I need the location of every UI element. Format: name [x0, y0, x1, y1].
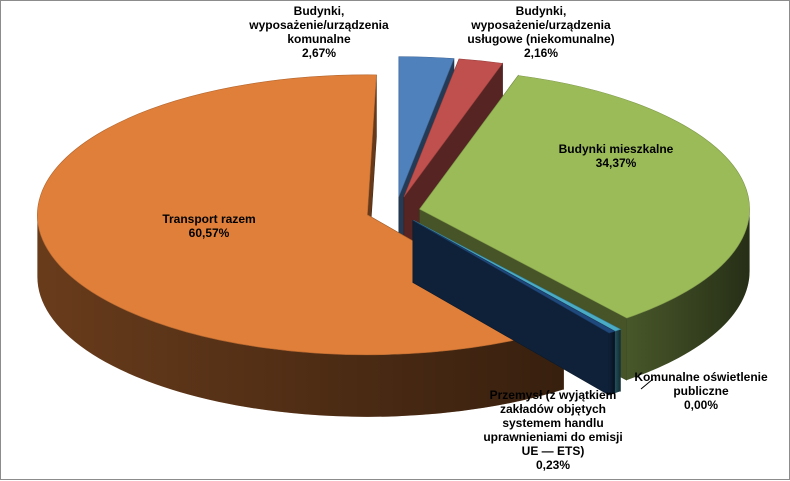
slice-label-przemysl-z-wyjatkiem-zakladow-objetych-s-line: zakładów objętych	[500, 402, 606, 416]
slice-label-budynki-wyposazenie-urzadzenia-komunalne-line: Budynki,	[294, 4, 345, 18]
slice-label-budynki-wyposazenie-urzadzenia-komunalne-line: komunalne	[287, 32, 351, 46]
slice-budynki-mieszkalne-top	[419, 75, 750, 319]
slice-label-budynki-mieszkalne-line: Budynki mieszkalne	[559, 142, 674, 156]
slice-przemysl-z-wyjatkiem-zakladow-objetych-s-side-shade	[609, 331, 615, 396]
slice-przemysl-z-wyjatkiem-zakladow-objetych-s	[412, 219, 616, 396]
slice-przemysl-z-wyjatkiem-zakladow-objetych-s-top	[412, 220, 616, 334]
leader-line-komunalne	[640, 378, 654, 390]
slice-label-przemysl-z-wyjatkiem-zakladow-objetych-s-line: uprawnieniami do emisji	[483, 430, 622, 444]
slice-label-budynki-wyposazenie-urzadzenia-uslugowe--line: usługowe (niekomunalne)	[467, 32, 614, 46]
slice-budynki-wyposazenie-urzadzenia-komunalne-top	[398, 56, 455, 197]
slice-budynki-mieszkalne-side-shade	[626, 209, 750, 381]
slice-label-budynki-wyposazenie-urzadzenia-uslugowe-: Budynki, wyposażenie/urządzenia usługowe (…	[467, 4, 614, 60]
slice-label-budynki-wyposazenie-urzadzenia-uslugowe--line: Budynki,	[516, 4, 567, 18]
slice-label-przemysl-z-wyjatkiem-zakladow-objetych-s-line: UE — ETS)	[522, 444, 585, 458]
slice-label-budynki-wyposazenie-urzadzenia-uslugowe--value: 2,16%	[524, 46, 558, 60]
slice-label-przemysl-z-wyjatkiem-zakladow-objetych-s-value: 0,23%	[536, 458, 570, 472]
slice-label-transport-razem-value: 60,57%	[189, 226, 230, 240]
slice-transport-razem-side-shade	[37, 214, 564, 417]
slice-budynki-wyposazenie-urzadzenia-uslugowe--top	[403, 58, 504, 198]
slice-komunalne-oswietlenie-publiczne-top	[413, 220, 622, 332]
slice-komunalne-oswietlenie-publiczne-side-shade	[615, 329, 621, 394]
slice-label-budynki-wyposazenie-urzadzenia-komunalne-value: 2,67%	[302, 46, 336, 60]
slice-label-budynki-mieszkalne: Budynki mieszkalne 34,37%	[559, 142, 674, 170]
slice-label-przemysl-z-wyjatkiem-zakladow-objetych-s: Przemysł (z wyjątkiem zakładów objętych sy…	[483, 388, 622, 472]
slice-label-budynki-wyposazenie-urzadzenia-uslugowe--line: wyposażenie/urządzenia	[470, 18, 611, 32]
slice-label-komunalne-oswietlenie-publiczne-line: publiczne	[673, 384, 729, 398]
slice-label-komunalne-oswietlenie-publiczne: Komunalne oświetlenie publiczne 0,00%	[634, 370, 768, 412]
slice-label-przemysl-z-wyjatkiem-zakladow-objetych-s-line: Przemysł (z wyjątkiem	[490, 388, 617, 402]
slice-label-transport-razem: Transport razem 60,57%	[162, 212, 255, 240]
slice-label-komunalne-oswietlenie-publiczne-value: 0,00%	[684, 398, 718, 412]
slice-label-budynki-wyposazenie-urzadzenia-komunalne: Budynki, wyposażenie/urządzenia komunalne 2…	[248, 4, 389, 60]
slice-label-budynki-mieszkalne-value: 34,37%	[596, 156, 637, 170]
slice-label-budynki-wyposazenie-urzadzenia-komunalne-line: wyposażenie/urządzenia	[248, 18, 389, 32]
slice-label-transport-razem-line: Transport razem	[162, 212, 255, 226]
slice-label-komunalne-oswietlenie-publiczne-line: Komunalne oświetlenie	[634, 370, 768, 384]
slice-label-przemysl-z-wyjatkiem-zakladow-objetych-s-line: systemem handlu	[502, 416, 603, 430]
